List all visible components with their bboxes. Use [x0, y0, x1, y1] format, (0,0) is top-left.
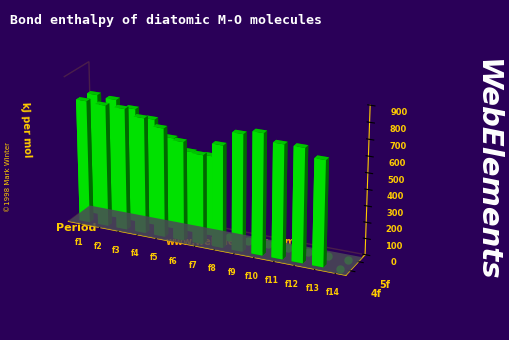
Text: ©1998 Mark Winter: ©1998 Mark Winter [5, 142, 11, 212]
Text: Bond enthalpy of diatomic M-O molecules: Bond enthalpy of diatomic M-O molecules [10, 14, 322, 27]
Text: WebElements: WebElements [472, 59, 500, 281]
